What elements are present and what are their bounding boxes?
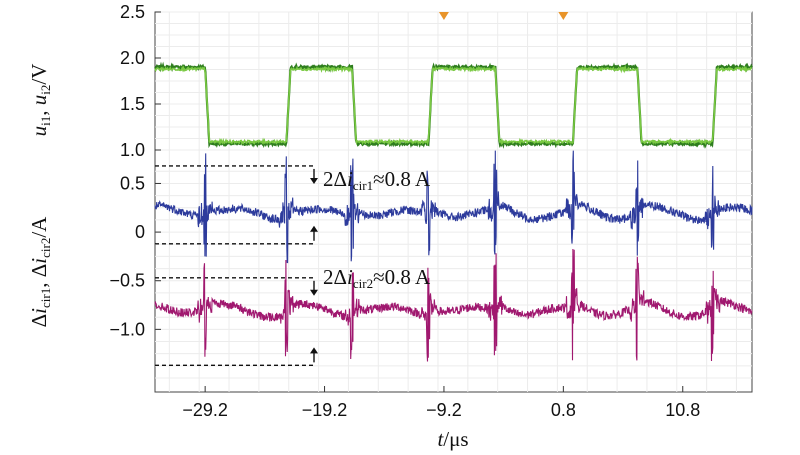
y-tick-label-bottom: −1.0 (109, 319, 145, 339)
annotation-cir1: 2Δicir1≈0.8 A (323, 167, 431, 193)
x-tick-label: −19.2 (302, 400, 348, 420)
annotation-arrowhead (310, 225, 318, 232)
y-tick-label-top: 2.0 (120, 48, 145, 68)
grid-lines (155, 11, 752, 392)
y-tick-label-bottom: −0.5 (109, 271, 145, 291)
top-ylabel: ui1, ui2/V (27, 64, 53, 137)
trace-Δi_cir2 (154, 248, 753, 362)
x-tick-label: −9.2 (426, 400, 462, 420)
y-tick-label-bottom: 0 (135, 222, 145, 242)
annotation-arrowhead (310, 347, 318, 354)
trace-u_i2 (154, 64, 753, 147)
axis-ticks: 1.0 1.5 2.0 2.5 −1.0 −0.5 0 0.5 −29.2 −19.2 −9.2 0.… (109, 2, 700, 420)
annotation-arrowhead (310, 177, 318, 184)
y-tick-label-top: 1.5 (120, 94, 145, 114)
x-axis-label: t/μs (437, 427, 468, 451)
trigger-marker-icon (438, 12, 449, 20)
trigger-markers (438, 12, 569, 20)
annotation-guides (155, 165, 318, 367)
trigger-marker-icon (558, 12, 569, 20)
bottom-ylabel: Δicir1, Δicir2/A (27, 216, 53, 327)
annotation-cir2: 2Δicir2≈0.8 A (323, 265, 431, 291)
y-tick-label-bottom: 0.5 (120, 173, 145, 193)
x-tick-label: 10.8 (665, 400, 700, 420)
x-tick-label: −29.2 (182, 400, 228, 420)
trace-Δi_cir1 (154, 150, 753, 264)
y-tick-label-top: 2.5 (120, 2, 145, 22)
x-tick-label: 0.8 (551, 400, 576, 420)
y-tick-label-top: 1.0 (120, 140, 145, 160)
traces (154, 61, 753, 362)
annotation-arrowhead (310, 289, 318, 296)
